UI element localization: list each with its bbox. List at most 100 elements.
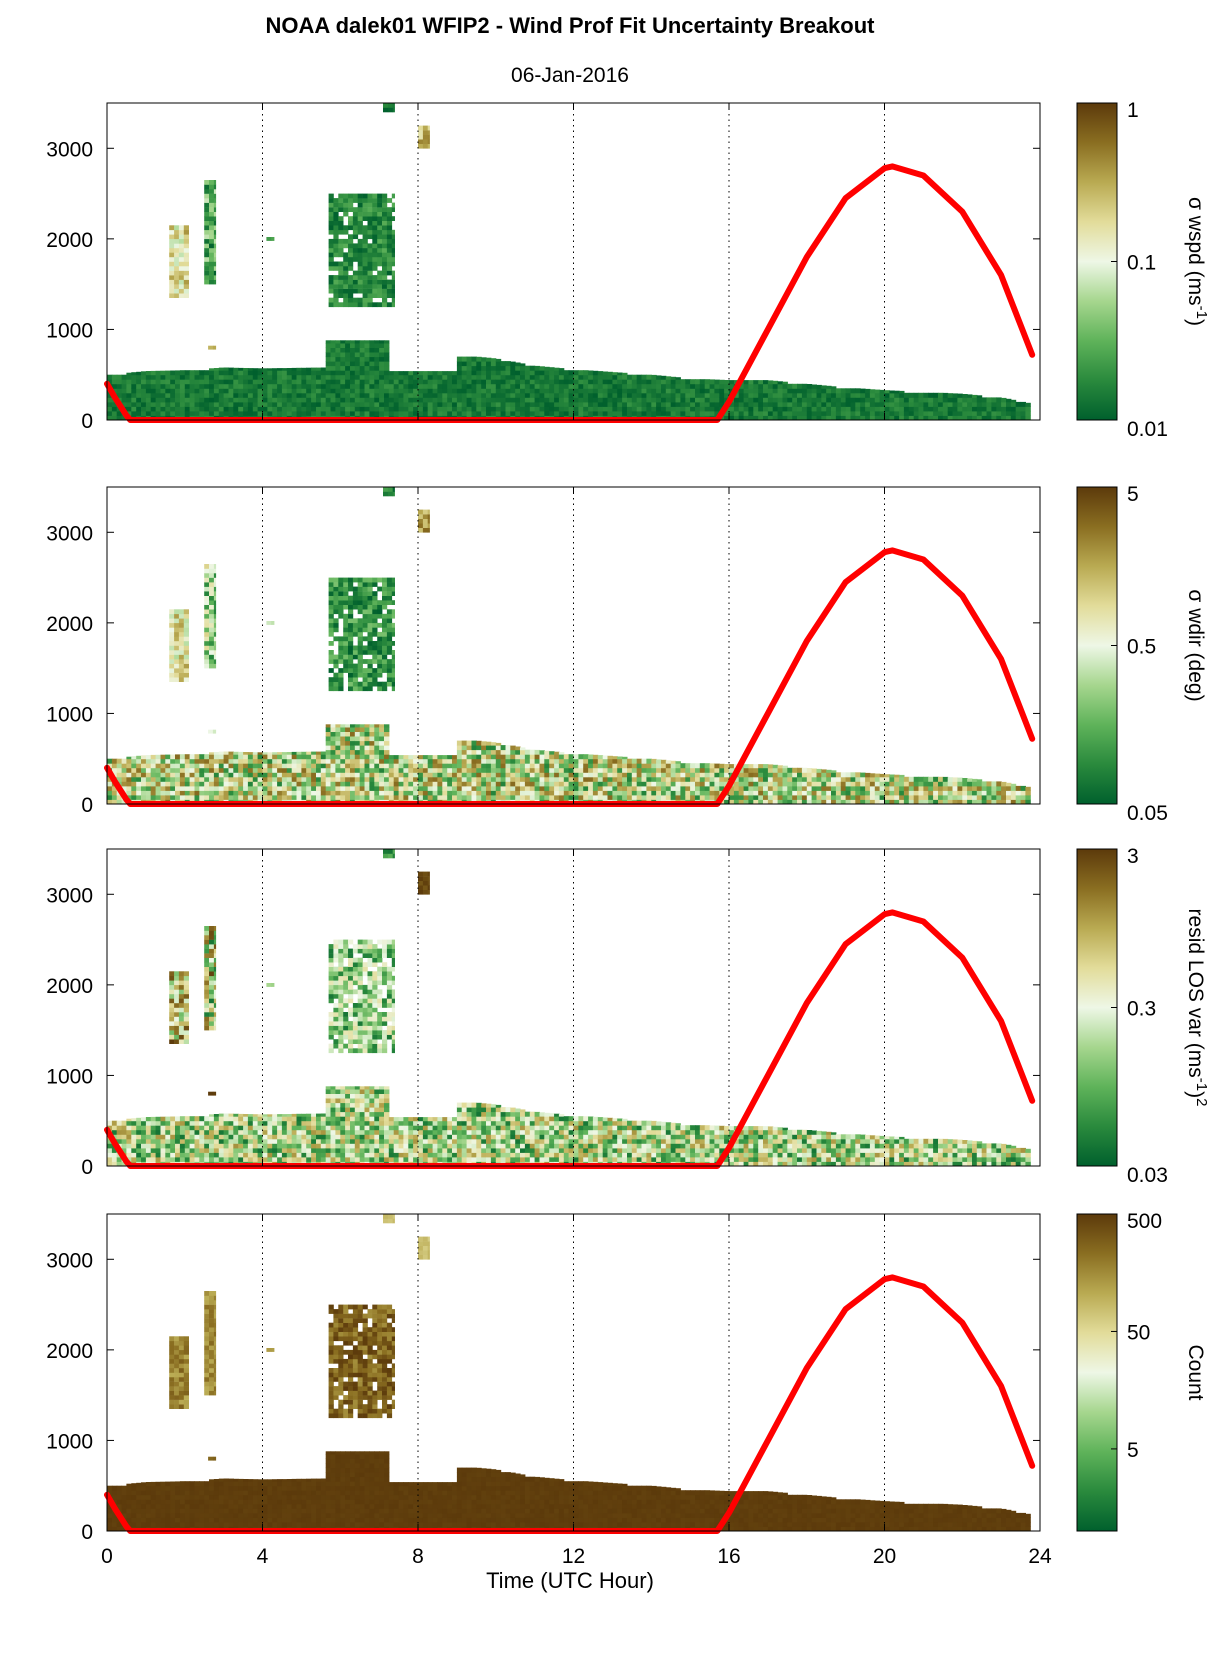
heatmap-cell xyxy=(257,397,263,403)
heatmap-cell xyxy=(150,776,157,782)
heatmap-cell xyxy=(685,406,691,412)
heatmap-cell xyxy=(471,370,477,376)
heatmap-cell xyxy=(178,288,185,294)
heatmap-cell xyxy=(1025,799,1031,805)
heatmap-cell xyxy=(869,790,876,796)
heatmap-cell xyxy=(218,406,225,412)
heatmap-cell xyxy=(942,410,949,416)
heatmap-cell xyxy=(392,491,395,497)
heatmap-cell xyxy=(777,776,783,782)
heatmap-cell xyxy=(386,663,393,669)
heatmap-cell xyxy=(680,392,686,398)
heatmap-cell xyxy=(199,379,205,385)
heatmap-cell xyxy=(418,509,424,515)
heatmap-cell xyxy=(354,397,361,403)
heatmap-cell xyxy=(233,410,239,416)
heatmap-cell xyxy=(777,406,783,412)
heatmap-cell xyxy=(204,776,210,782)
heatmap-cell xyxy=(466,794,472,800)
heatmap-cell xyxy=(165,383,171,389)
heatmap-cell xyxy=(243,368,249,371)
heatmap-cell xyxy=(398,790,404,796)
heatmap-cell xyxy=(952,794,958,800)
heatmap-cell xyxy=(568,397,574,403)
heatmap-cell xyxy=(403,406,409,412)
heatmap-cell xyxy=(500,763,506,769)
heatmap-cell xyxy=(348,618,354,624)
heatmap-cell xyxy=(607,776,613,782)
heatmap-cell xyxy=(1025,410,1031,416)
heatmap-cell xyxy=(262,410,268,416)
heatmap-cell xyxy=(359,772,366,778)
heatmap-cell xyxy=(209,609,215,615)
heatmap-cell xyxy=(529,410,536,416)
heatmap-cell xyxy=(175,758,181,764)
heatmap-cell xyxy=(367,202,373,208)
heatmap-cell xyxy=(490,790,497,796)
heatmap-cell xyxy=(471,406,477,412)
heatmap-cell xyxy=(306,370,312,376)
heatmap-cell xyxy=(281,781,288,787)
heatmap-cell xyxy=(952,785,958,791)
heatmap-cell xyxy=(272,785,278,791)
heatmap-cell xyxy=(865,406,871,412)
heatmap-cell xyxy=(343,577,349,583)
heatmap-cell xyxy=(233,751,239,755)
heatmap-cell xyxy=(183,668,189,673)
heatmap-cell xyxy=(427,790,434,796)
heatmap-cell xyxy=(719,785,725,791)
heatmap-cell xyxy=(782,383,788,389)
heatmap-cell xyxy=(447,392,453,398)
heatmap-cell xyxy=(384,794,390,800)
heatmap-cell xyxy=(286,758,293,764)
heatmap-cell xyxy=(777,410,783,416)
heatmap-cell xyxy=(169,672,175,678)
heatmap-cell xyxy=(515,781,521,787)
heatmap-cell xyxy=(850,406,856,412)
heatmap-cell xyxy=(797,776,803,782)
heatmap-cell xyxy=(661,790,667,796)
heatmap-cell xyxy=(471,785,477,791)
heatmap-cell xyxy=(335,356,341,362)
heatmap-cell xyxy=(379,785,385,791)
heatmap-cell xyxy=(437,379,443,385)
heatmap-cell xyxy=(510,781,516,787)
heatmap-cell xyxy=(391,613,395,619)
heatmap-cell xyxy=(583,794,589,800)
heatmap-cell xyxy=(126,388,132,394)
heatmap-cell xyxy=(348,641,354,646)
heatmap-cell xyxy=(345,379,351,385)
heatmap-cell xyxy=(335,361,341,367)
heatmap-cell xyxy=(821,781,827,787)
heatmap-cell xyxy=(690,794,696,800)
heatmap-cell xyxy=(437,758,443,764)
heatmap-cell xyxy=(456,776,463,782)
heatmap-cell xyxy=(884,406,890,412)
heatmap-cell xyxy=(738,799,745,805)
heatmap-cell xyxy=(348,595,354,601)
heatmap-cell xyxy=(369,361,375,367)
heatmap-cell xyxy=(758,794,764,800)
heatmap-cell xyxy=(126,379,132,385)
heatmap-cell xyxy=(558,763,565,769)
heatmap-cell xyxy=(311,754,317,760)
heatmap-cell xyxy=(981,415,988,421)
heatmap-cell xyxy=(865,794,871,800)
heatmap-cell xyxy=(729,790,735,796)
heatmap-cell xyxy=(933,415,939,421)
heatmap-cell xyxy=(184,374,191,380)
heatmap-cell xyxy=(194,379,200,385)
heatmap-cell xyxy=(116,379,123,385)
heatmap-cell xyxy=(408,755,414,760)
heatmap-cell xyxy=(386,293,393,298)
heatmap-cell xyxy=(335,374,341,380)
heatmap-cell xyxy=(806,799,813,805)
heatmap-cell xyxy=(763,392,769,398)
heatmap-cell xyxy=(641,758,647,764)
heatmap-cell xyxy=(350,379,356,385)
heatmap-cell xyxy=(675,377,681,380)
heatmap-cell xyxy=(539,772,545,778)
heatmap-cell xyxy=(238,790,244,796)
heatmap-cell xyxy=(384,754,390,760)
heatmap-cell xyxy=(442,379,448,385)
